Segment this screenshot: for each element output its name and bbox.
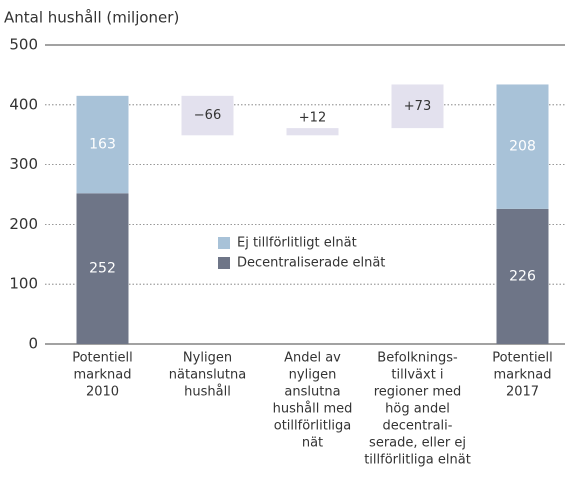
x-tick-label: nyligen [289,368,337,383]
x-tick-label: serade, eller ej [369,436,466,451]
data-label: −66 [194,108,221,123]
data-label: +12 [299,111,326,126]
x-tick-label: otillförlitliga [274,419,352,434]
x-tick-label: Andel av [284,351,341,366]
data-label: 208 [509,139,536,155]
legend-label: Decentraliserade elnät [237,256,385,271]
legend-label: Ej tillförlitligt elnät [237,236,357,251]
bar [496,84,549,209]
x-tick-label: hushåll [184,385,231,400]
bar [496,208,549,344]
x-tick-label: 2010 [86,385,119,400]
bar [76,95,129,194]
bar [76,193,129,344]
y-tick-label: 400 [9,95,38,113]
legend-swatch [218,237,230,249]
y-tick-label: 0 [28,335,38,353]
change-bar [181,95,234,136]
x-tick-label: hög andel [385,402,450,417]
y-tick-label: 200 [9,215,38,233]
x-tick-label: Potentiell [72,351,133,366]
data-label: 226 [509,268,536,284]
y-tick-label: 500 [9,36,38,54]
x-tick-label: marknad [74,368,132,383]
chart-title: Antal hushåll (miljoner) [4,9,179,27]
change-bar [391,84,444,129]
legend-swatch [218,257,230,269]
x-tick-label: nätanslutna [169,368,246,383]
x-tick-label: regioner med [374,385,462,400]
x-tick-label: tillväxt i [391,368,443,383]
x-tick-label: Potentiell [492,351,553,366]
x-tick-label: Befolknings- [377,351,458,366]
x-tick-label: tillförlitliga elnät [364,453,471,468]
data-label: 252 [89,261,116,277]
x-tick-label: decentrali- [383,419,453,434]
data-label: +73 [404,99,431,114]
x-tick-label: hushåll med [273,402,353,417]
x-tick-label: 2017 [506,385,539,400]
x-tick-label: anslutna [284,385,340,400]
data-label: 163 [89,137,116,153]
x-tick-label: nät [302,436,323,451]
y-tick-label: 100 [9,275,38,293]
change-bar [286,128,339,136]
x-tick-label: marknad [494,368,552,383]
x-tick-label: Nyligen [183,351,232,366]
y-tick-label: 300 [9,155,38,173]
